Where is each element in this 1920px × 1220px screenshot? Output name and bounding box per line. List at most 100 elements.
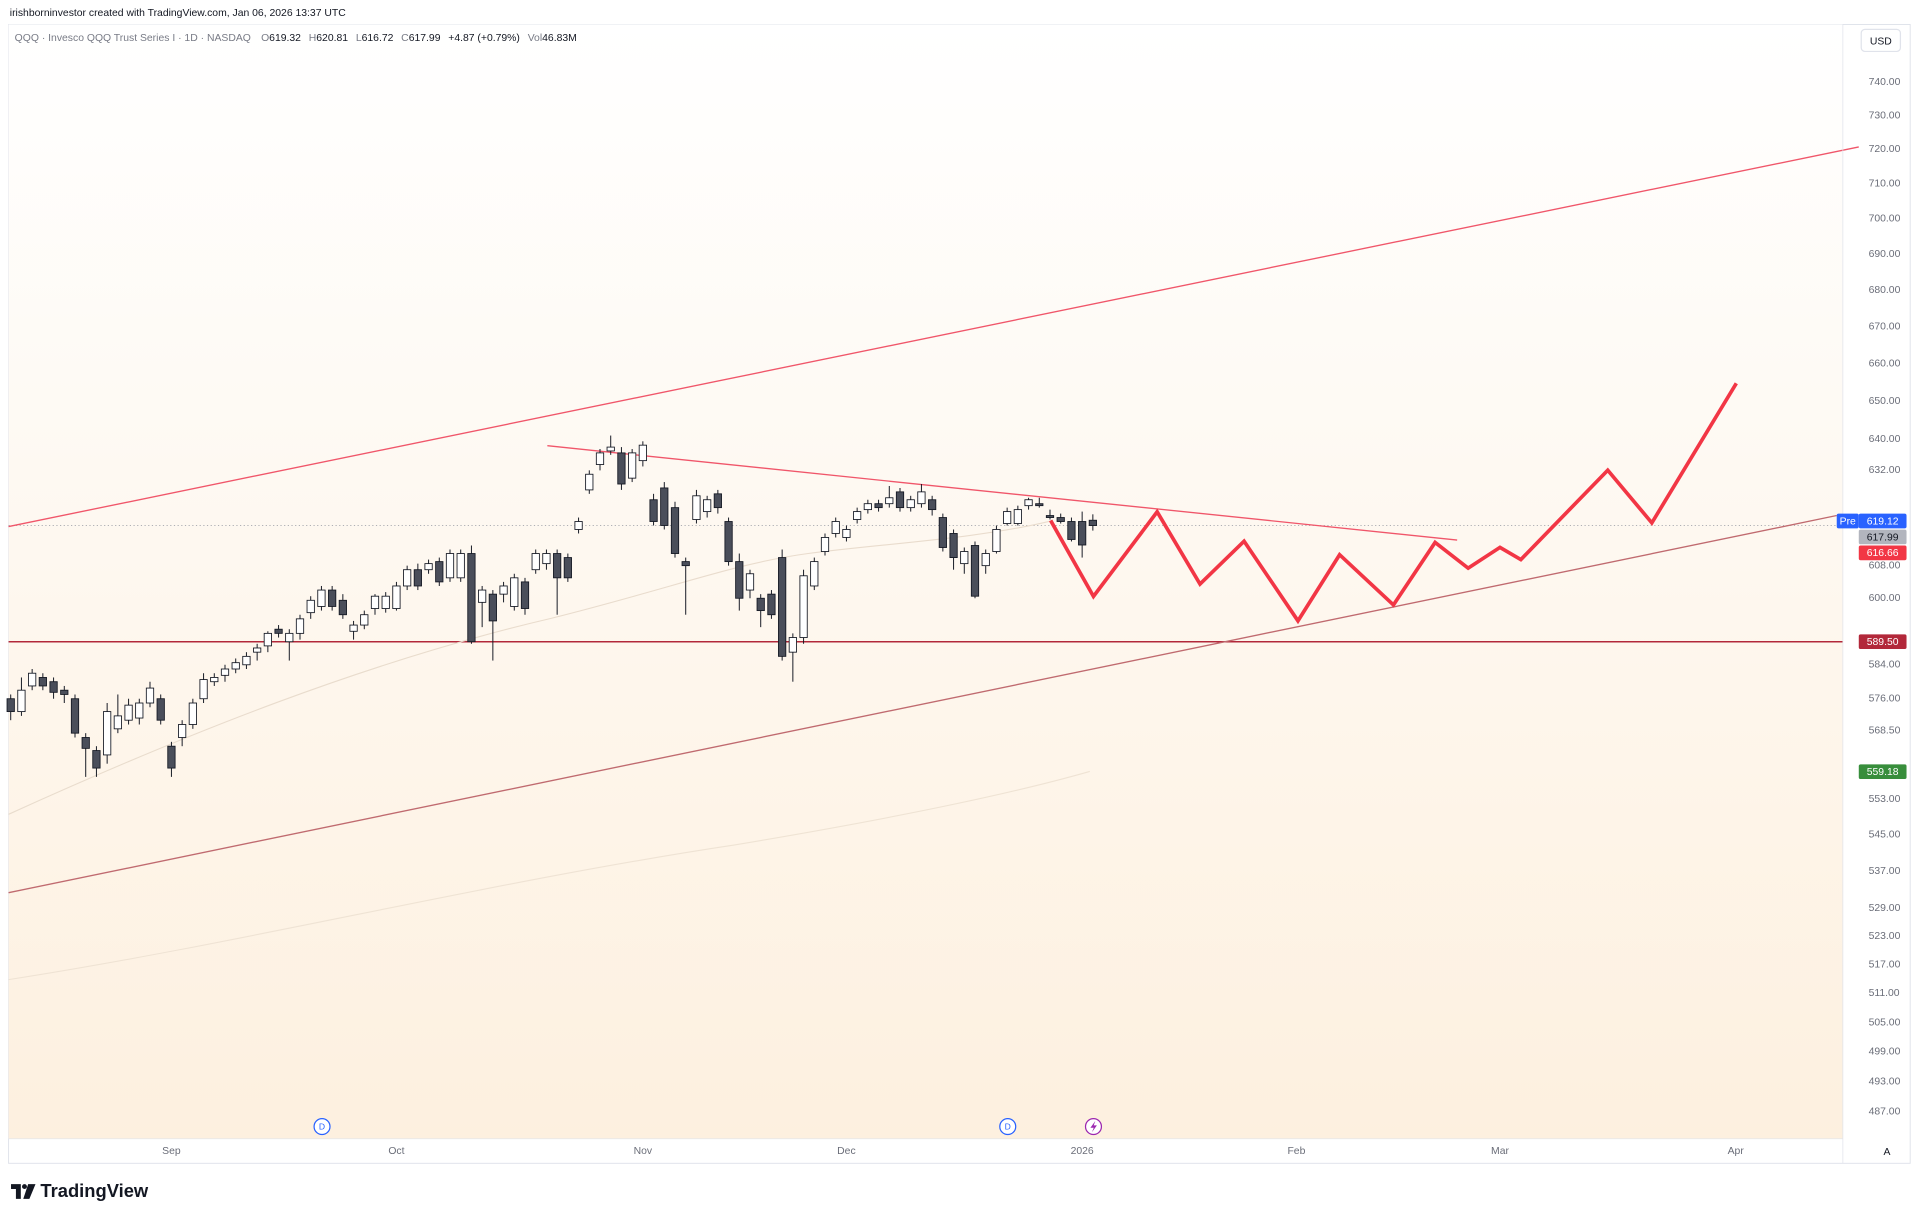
change: +4.87 (+0.79%)	[448, 33, 520, 44]
currency[interactable]: USD	[1870, 36, 1892, 47]
ohlc-value: 619.32	[269, 33, 301, 44]
candle-body	[574, 521, 583, 530]
candle-body	[563, 557, 572, 579]
candle-body	[810, 561, 819, 587]
candle-body	[188, 702, 197, 725]
candle-body	[628, 452, 637, 479]
candle-body	[895, 491, 905, 509]
event-label: D	[319, 1121, 325, 1131]
x-tick-label: 2026	[1071, 1146, 1094, 1157]
projection-path	[1049, 382, 1738, 625]
candles	[6, 435, 1097, 777]
candle-body	[874, 503, 883, 509]
y-tick-label: 505.00	[1869, 1017, 1901, 1028]
candle-body	[467, 553, 476, 643]
ohlc-label: L	[356, 33, 362, 44]
channel-upper	[8, 146, 1859, 528]
logo-shape	[11, 1184, 21, 1199]
candle-body	[638, 444, 647, 462]
y-tick-label: 650.00	[1869, 396, 1901, 407]
candle-body	[745, 573, 755, 591]
candle-body	[124, 704, 133, 721]
y-tick-label: 700.00	[1869, 214, 1901, 225]
candle-body	[1013, 509, 1022, 524]
candle-body	[456, 553, 465, 579]
ohlc-label: C	[401, 33, 409, 44]
candle-body	[906, 499, 915, 509]
candle-body	[403, 569, 412, 587]
currency-button[interactable]	[1860, 28, 1902, 53]
x-tick-label: Dec	[837, 1146, 855, 1157]
event-marker[interactable]	[999, 1117, 1017, 1136]
candle-body	[156, 698, 165, 721]
volume: 46.83M	[542, 33, 577, 44]
candle-body	[435, 561, 444, 583]
ohlc-value: 616.72	[362, 33, 394, 44]
candle-body	[531, 553, 540, 571]
candle-body	[167, 745, 176, 769]
candle-body	[370, 595, 380, 609]
y-tick-label: 690.00	[1869, 249, 1901, 260]
event-label: D	[1005, 1121, 1011, 1131]
candle-body	[885, 497, 894, 505]
header: QQQ · Invesco QQQ Trust Series I · 1D · …	[15, 33, 577, 44]
ohlc-label: O	[261, 33, 269, 44]
candle-body	[1003, 511, 1012, 524]
auto-scale[interactable]: A	[1883, 1147, 1890, 1158]
candle-body	[210, 677, 219, 683]
candle-body	[1035, 503, 1044, 507]
candle-body	[317, 589, 326, 607]
candle-body	[220, 668, 230, 676]
logo-shape	[22, 1184, 27, 1190]
price-tag	[1858, 529, 1907, 545]
candle-body	[60, 689, 69, 695]
candle-body	[1056, 517, 1065, 522]
candle-body	[553, 553, 562, 579]
event-marker[interactable]	[313, 1117, 331, 1136]
candle-body	[949, 533, 958, 558]
candle-body	[917, 491, 926, 505]
candle-body	[285, 632, 294, 643]
y-tick-label: 517.00	[1869, 959, 1901, 970]
y-tick-label: 710.00	[1869, 179, 1901, 190]
candle-body	[606, 446, 615, 452]
price-tag	[1858, 513, 1907, 529]
candle-body	[1045, 515, 1055, 518]
candle-body	[49, 681, 58, 693]
price-tag-prefix	[1836, 513, 1859, 529]
price-tag	[1858, 764, 1907, 780]
candle-body	[81, 737, 90, 749]
candle-body	[778, 557, 787, 657]
y-tick-label: 529.00	[1869, 903, 1901, 914]
candle-body	[938, 517, 947, 548]
y-tick-label: 511.00	[1869, 988, 1900, 999]
symbol: QQQ · Invesco QQQ Trust Series I · 1D · …	[15, 33, 251, 44]
y-tick-label: 730.00	[1869, 110, 1901, 121]
candle-body	[274, 628, 283, 634]
y-tick-label: 740.00	[1869, 77, 1901, 88]
y-tick-label: 493.00	[1869, 1076, 1901, 1087]
candle-body	[478, 589, 487, 603]
price-tag-label: 559.18	[1867, 767, 1899, 778]
candle-body	[392, 585, 401, 609]
candle-body	[970, 545, 980, 597]
x-tick-label: Feb	[1287, 1146, 1305, 1157]
y-tick-label: 670.00	[1869, 321, 1901, 332]
price-tag-label: 619.12	[1867, 516, 1899, 527]
y-tick-label: 720.00	[1869, 144, 1901, 155]
candle-body	[649, 499, 658, 522]
candle-body	[360, 614, 369, 626]
candle-body	[231, 662, 240, 670]
candle-body	[328, 589, 337, 607]
candle-body	[381, 595, 390, 609]
candle-body	[981, 553, 990, 567]
ohlc-value: 617.99	[409, 33, 441, 44]
event-icon	[1090, 1121, 1097, 1133]
candle-body	[135, 702, 144, 719]
candle-body	[178, 724, 187, 738]
ohlc-value: 620.81	[316, 33, 348, 44]
y-tick-label: 499.00	[1869, 1047, 1901, 1058]
candle-body	[17, 689, 26, 713]
